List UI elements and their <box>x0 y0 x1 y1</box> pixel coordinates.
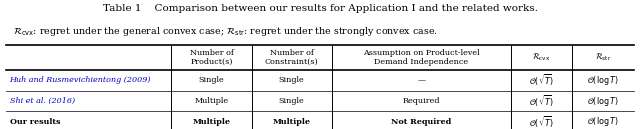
Text: $\mathcal{R}_{\mathrm{cvx}}$: regret under the general convex case; $\mathcal{R}: $\mathcal{R}_{\mathrm{cvx}}$: regret und… <box>13 25 438 38</box>
Text: $\mathcal{O}(\log T)$: $\mathcal{O}(\log T)$ <box>587 115 619 128</box>
Text: $\mathcal{O}(\sqrt{T})$: $\mathcal{O}(\sqrt{T})$ <box>529 93 554 109</box>
Text: Multiple: Multiple <box>193 118 230 126</box>
Text: Not Required: Not Required <box>391 118 451 126</box>
Text: —: — <box>417 76 426 84</box>
Text: $\mathcal{R}_{\mathrm{str}}$: $\mathcal{R}_{\mathrm{str}}$ <box>595 52 611 63</box>
Text: Single: Single <box>279 97 305 105</box>
Text: Huh and Rusmevichientong (2009): Huh and Rusmevichientong (2009) <box>10 76 151 84</box>
Text: $\mathcal{R}_{\mathrm{cvx}}$: $\mathcal{R}_{\mathrm{cvx}}$ <box>532 52 551 63</box>
Text: Multiple: Multiple <box>273 118 310 126</box>
Text: Single: Single <box>279 76 305 84</box>
Text: Single: Single <box>198 76 225 84</box>
Text: Number of
Constraint(s): Number of Constraint(s) <box>265 49 319 66</box>
Text: $\mathcal{O}(\sqrt{T})$: $\mathcal{O}(\sqrt{T})$ <box>529 72 554 88</box>
Text: Required: Required <box>403 97 440 105</box>
Text: Assumption on Product-level
Demand Independence: Assumption on Product-level Demand Indep… <box>363 49 480 66</box>
Text: $\mathcal{O}(\log T)$: $\mathcal{O}(\log T)$ <box>587 74 619 87</box>
Text: $\mathcal{O}(\log T)$: $\mathcal{O}(\log T)$ <box>587 95 619 108</box>
Text: Table 1    Comparison between our results for Application I and the related work: Table 1 Comparison between our results f… <box>102 4 538 13</box>
Text: $\mathcal{O}(\sqrt{T})$: $\mathcal{O}(\sqrt{T})$ <box>529 114 554 129</box>
Text: Shi et al. (2016): Shi et al. (2016) <box>10 97 75 105</box>
Text: Multiple: Multiple <box>195 97 228 105</box>
Text: Number of
Product(s): Number of Product(s) <box>189 49 234 66</box>
Text: Our results: Our results <box>10 118 60 126</box>
